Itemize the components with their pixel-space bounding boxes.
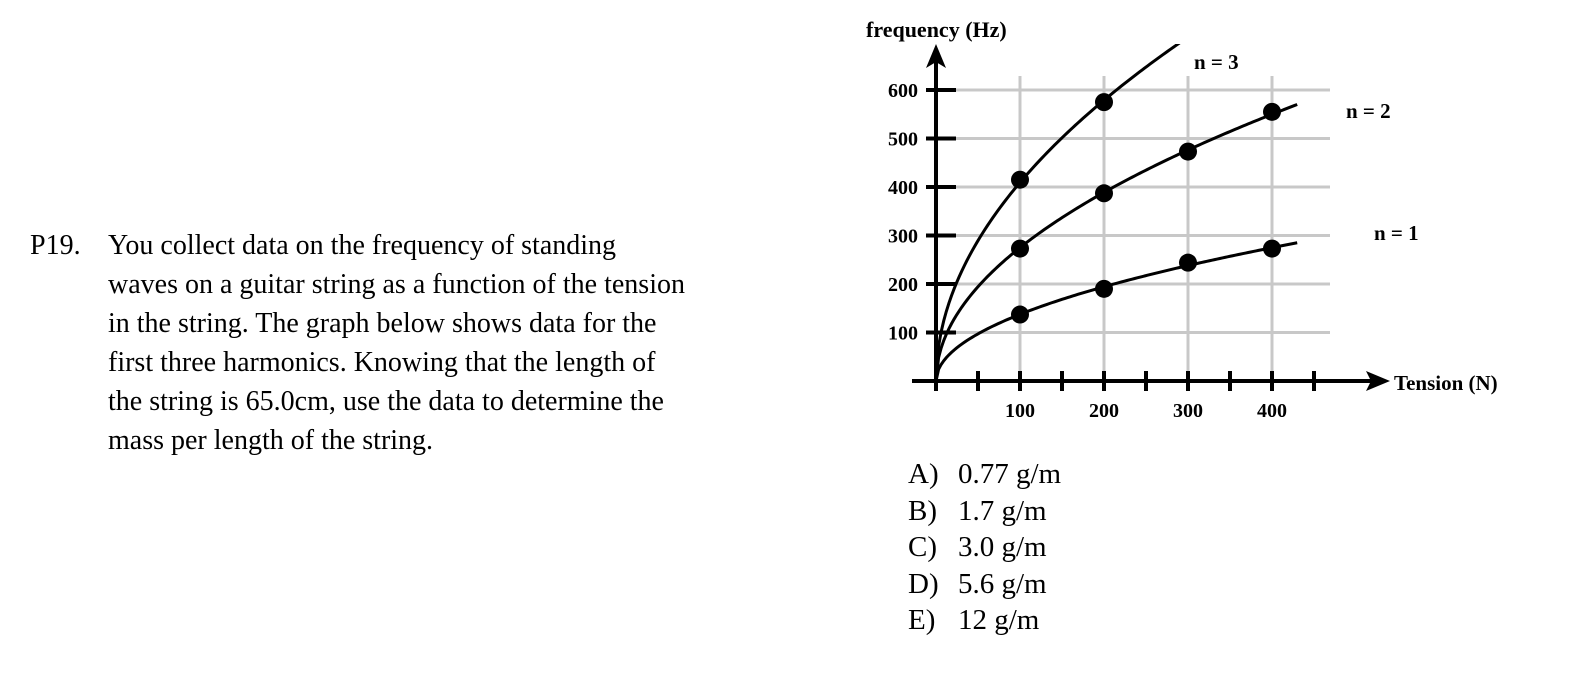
x-axis-label: Tension (N) [1394,371,1498,395]
choice-text: 5.6 g/m [958,567,1047,600]
choice-letter: C) [908,531,937,563]
answer-choices: A) 0.77 g/m B) 1.7 g/m C) 3.0 g/m D) 5.6 g/m… [908,456,1061,639]
fit-curves [934,44,1298,382]
problem-text-line: You collect data on the frequency of sta… [108,230,617,261]
fit-curve [934,103,1298,382]
frequency-tension-chart: 100 200 300 400 500 600 100 200 300 400 frequency… [866,17,1498,422]
problem-text-line: mass per length of the string. [108,425,434,456]
problem-text-line: the string is 65.0cm, use the data to de… [108,386,664,417]
x-tick-label: 300 [1173,400,1203,422]
choice-text: 12 g/m [958,604,1040,636]
problem-text-line: waves on a guitar string as a function o… [108,269,685,300]
fit-curve [934,44,1181,382]
problem-statement: P19. You collect data on the frequency of… [30,226,790,460]
data-point [1095,279,1113,298]
y-tick-label: 600 [888,80,918,102]
y-tick-label: 500 [888,129,918,151]
data-point [1011,170,1029,189]
choice-text: 1.7 g/m [958,494,1047,527]
x-tick-label: 200 [1089,400,1119,422]
choice-letter: B) [908,494,937,527]
data-point [1095,93,1113,112]
problem-text-line: in the string. The graph below shows dat… [108,308,657,339]
choice-letter: E) [908,604,936,636]
y-tick-label: 400 [888,177,918,199]
x-tick-label: 400 [1257,400,1287,422]
answer-choice-b[interactable]: B) 1.7 g/m [908,493,1061,530]
problem-continuation: waves on a guitar string as a function o… [30,265,790,460]
data-point [1179,142,1197,161]
x-tick-label: 100 [1005,400,1035,422]
y-tick-label: 300 [888,226,918,248]
answer-choice-d[interactable]: D) 5.6 g/m [908,566,1061,603]
data-point [1179,253,1197,272]
series-label-n3: n = 3 [1194,50,1239,74]
problem-number: P19. [30,230,81,261]
choice-letter: D) [908,567,939,600]
data-point [1011,305,1029,324]
choice-text: 3.0 g/m [958,531,1047,563]
series-label-n1: n = 1 [1374,221,1419,245]
answer-choice-c[interactable]: C) 3.0 g/m [908,529,1061,566]
answer-choice-a[interactable]: A) 0.77 g/m [908,456,1061,493]
y-axis-label: frequency (Hz) [866,17,1007,42]
axes [912,44,1390,391]
problem-first-line: P19. You collect data on the frequency of… [30,226,790,265]
y-axis-arrowhead [926,44,946,68]
y-tick-label: 100 [888,323,918,345]
data-point [1095,184,1113,203]
y-tick-label: 200 [888,274,918,296]
fit-curve [934,241,1298,382]
choice-letter: A) [908,458,939,490]
chart-labels: frequency (Hz) Tension (N) n = 3 n = 2 n… [866,17,1498,395]
choice-text: 0.77 g/m [958,458,1062,490]
problem-text-line: first three harmonics. Knowing that the … [108,347,656,378]
grid [955,76,1330,371]
data-point [1263,239,1281,258]
series-label-n2: n = 2 [1346,99,1391,123]
answer-choice-e[interactable]: E) 12 g/m [908,602,1061,639]
axis-ticks: 100 200 300 400 500 600 100 200 300 400 [888,80,1316,422]
data-point [1011,239,1029,258]
x-axis-arrowhead [1366,371,1390,391]
data-point [1263,102,1281,121]
data-points [1011,93,1281,324]
